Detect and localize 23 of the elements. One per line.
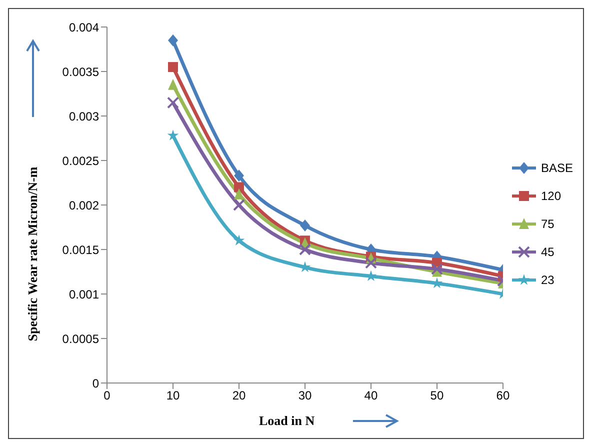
legend-label: 120 [540,188,562,202]
x-tick-label: 60 [496,388,510,403]
legend-label: 23 [540,272,554,286]
legend-label: 75 [540,216,554,230]
y-tick-label: 0.0005 [62,332,100,346]
y-tick-label: 0 [92,376,100,390]
y-tick-label: 0.0025 [62,154,100,168]
y-tick-label: 0.002 [68,198,100,212]
y-tick-label: 0.004 [68,20,100,34]
x-tick-label: 10 [166,388,180,403]
y-tick-label: 0.001 [68,287,100,302]
y-tick-label: 0.0035 [62,64,100,79]
x-tick-label: 0 [104,388,111,403]
x-axis-title: Load in N [259,413,315,429]
y-tick-label: 0.0015 [62,242,100,257]
x-tick-label: 30 [298,388,312,403]
legend-label: 45 [540,244,554,258]
y-axis-title: Specific Wear rate Micron/N-m [25,166,41,342]
y-tick-label: 0.003 [68,109,100,124]
legend-label: BASE [540,160,573,174]
x-tick-label: 20 [232,388,246,403]
x-tick-label: 40 [364,388,378,403]
x-tick-label: 50 [430,388,444,403]
